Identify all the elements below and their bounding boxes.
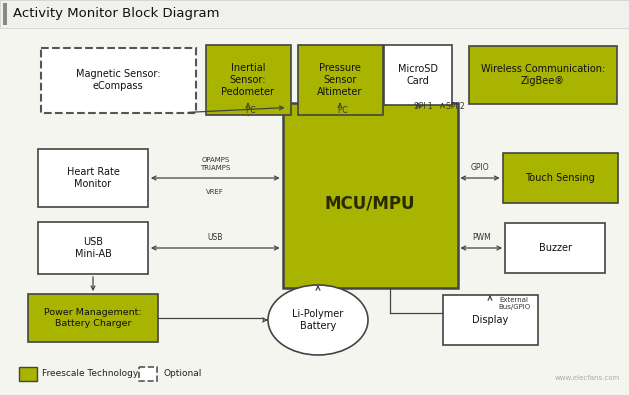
Text: www.elecfans.com: www.elecfans.com [555, 375, 620, 381]
Text: Touch Sensing: Touch Sensing [525, 173, 595, 183]
Text: Li-Polymer
Battery: Li-Polymer Battery [292, 309, 343, 331]
Text: Wireless Communication:
ZigBee®: Wireless Communication: ZigBee® [481, 64, 605, 86]
Text: External
Bus/GPIO: External Bus/GPIO [498, 297, 530, 310]
Text: Magnetic Sensor:
eCompass: Magnetic Sensor: eCompass [75, 69, 160, 91]
Bar [19, 367, 37, 381]
Bar [139, 367, 157, 381]
Bar [0, 0, 629, 28]
Text: OPAMPS
TRIAMPS: OPAMPS TRIAMPS [200, 158, 230, 171]
Text: MCU/MPU: MCU/MPU [325, 194, 415, 212]
Ellipse shape [268, 285, 368, 355]
Text: Display: Display [472, 315, 508, 325]
Text: SPI 1: SPI 1 [414, 102, 432, 111]
Bar [469, 46, 617, 104]
Text: SPI 2: SPI 2 [446, 102, 465, 111]
Text: USB
Mini-AB: USB Mini-AB [75, 237, 111, 259]
Bar [206, 45, 291, 115]
Bar [38, 149, 148, 207]
Bar [3, 3, 7, 25]
Text: GPIO: GPIO [470, 164, 489, 173]
Bar [442, 295, 538, 345]
Text: Heart Rate
Monitor: Heart Rate Monitor [67, 167, 120, 189]
Text: Buzzer: Buzzer [538, 243, 572, 253]
Bar [40, 47, 196, 113]
Text: Activity Monitor Block Diagram: Activity Monitor Block Diagram [13, 8, 220, 21]
Text: MicroSD
Card: MicroSD Card [398, 64, 438, 86]
Bar [505, 223, 605, 273]
Bar [38, 222, 148, 274]
Bar [298, 45, 382, 115]
Bar [503, 153, 618, 203]
Bar [28, 294, 158, 342]
Text: I²C: I²C [246, 106, 256, 115]
Text: Optional: Optional [163, 369, 201, 378]
Bar [282, 102, 457, 288]
Text: USB: USB [208, 233, 223, 243]
Bar [384, 45, 452, 105]
Text: Power Management:
Battery Charger: Power Management: Battery Charger [44, 308, 142, 328]
Text: Freescale Technology: Freescale Technology [42, 369, 138, 378]
Text: PWM: PWM [472, 233, 491, 243]
Text: VREF: VREF [206, 189, 224, 195]
Text: Pressure
Sensor
Altimeter: Pressure Sensor Altimeter [317, 62, 363, 98]
Text: Inertial
Sensor:
Pedometer: Inertial Sensor: Pedometer [221, 62, 274, 98]
Text: I²C: I²C [338, 106, 348, 115]
